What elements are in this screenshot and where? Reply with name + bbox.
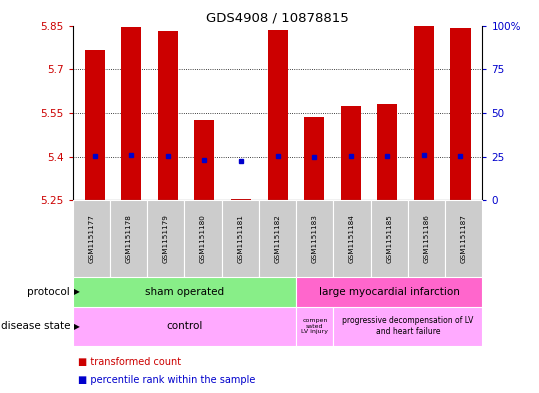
Title: GDS4908 / 10878815: GDS4908 / 10878815 bbox=[206, 11, 349, 24]
Bar bbox=[147, 200, 184, 277]
Text: ■ percentile rank within the sample: ■ percentile rank within the sample bbox=[78, 375, 255, 385]
Text: ■ transformed count: ■ transformed count bbox=[78, 357, 181, 367]
Bar bbox=[414, 26, 434, 200]
Bar bbox=[222, 200, 259, 277]
Bar bbox=[445, 200, 482, 277]
Bar bbox=[158, 31, 178, 200]
Text: compen
sated
LV injury: compen sated LV injury bbox=[301, 318, 328, 334]
Bar bbox=[304, 118, 324, 200]
Text: progressive decompensation of LV
and heart failure: progressive decompensation of LV and hea… bbox=[342, 316, 474, 336]
Text: GSM1151180: GSM1151180 bbox=[200, 214, 206, 263]
Text: disease state: disease state bbox=[1, 321, 70, 331]
Text: sham operated: sham operated bbox=[145, 287, 224, 297]
Text: GSM1151183: GSM1151183 bbox=[312, 214, 318, 263]
Text: GSM1151186: GSM1151186 bbox=[424, 214, 430, 263]
Text: GSM1151184: GSM1151184 bbox=[349, 214, 355, 263]
Text: GSM1151182: GSM1151182 bbox=[274, 214, 281, 263]
Text: GSM1151179: GSM1151179 bbox=[163, 214, 169, 263]
Bar bbox=[296, 307, 334, 346]
Bar bbox=[296, 277, 482, 307]
Text: GSM1151178: GSM1151178 bbox=[126, 214, 132, 263]
Text: large myocardial infarction: large myocardial infarction bbox=[319, 287, 460, 297]
Bar bbox=[184, 200, 222, 277]
Text: GSM1151185: GSM1151185 bbox=[386, 214, 392, 263]
Text: ▶: ▶ bbox=[74, 287, 80, 296]
Bar bbox=[231, 199, 251, 200]
Bar bbox=[195, 120, 215, 200]
Bar bbox=[73, 307, 296, 346]
Text: protocol: protocol bbox=[27, 287, 70, 297]
Bar bbox=[259, 200, 296, 277]
Bar bbox=[121, 27, 141, 200]
Bar bbox=[334, 200, 371, 277]
Bar bbox=[451, 28, 471, 200]
Text: ▶: ▶ bbox=[74, 322, 80, 331]
Text: GSM1151181: GSM1151181 bbox=[237, 214, 243, 263]
Bar bbox=[73, 277, 296, 307]
Bar bbox=[85, 50, 105, 200]
Bar bbox=[408, 200, 445, 277]
Bar bbox=[110, 200, 147, 277]
Bar bbox=[341, 106, 361, 200]
Bar bbox=[267, 30, 288, 200]
Bar bbox=[371, 200, 408, 277]
Text: GSM1151177: GSM1151177 bbox=[88, 214, 94, 263]
Bar bbox=[73, 200, 110, 277]
Text: GSM1151187: GSM1151187 bbox=[461, 214, 467, 263]
Bar bbox=[296, 200, 334, 277]
Text: control: control bbox=[167, 321, 203, 331]
Bar bbox=[334, 307, 482, 346]
Bar bbox=[377, 104, 397, 200]
